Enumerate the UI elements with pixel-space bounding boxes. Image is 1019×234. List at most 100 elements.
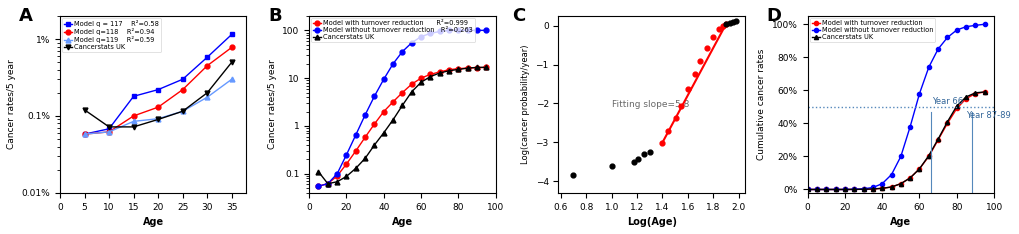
Model with turnover reduction (968, 92, 980, 95)
Model without turnover reduction   R²=0.263 (350, 133, 362, 136)
Cancerstats UK (312, 170, 324, 173)
Point (565, 173, 581, 177)
Cancerstats UK (922, 154, 934, 157)
Cancerstats UK (471, 66, 483, 69)
Model q=118    R²=0.94 (225, 46, 237, 49)
Model q = 117    R²=0.58 (152, 88, 164, 91)
Model with turnover reduction (847, 188, 859, 191)
Model with turnover reduction (819, 188, 832, 191)
Cancerstats UK (480, 66, 492, 69)
Model without turnover reduction (875, 182, 888, 185)
Legend: Model with turnover reduction, Model without turnover reduction, Cancerstats UK: Model with turnover reduction, Model wit… (809, 18, 934, 42)
Cancerstats UK (152, 118, 164, 121)
Model with turnover reduction      R²=0.999 (350, 150, 362, 152)
Point (635, 152, 651, 156)
Cancerstats UK (941, 120, 953, 123)
Line: Cancerstats UK: Cancerstats UK (805, 90, 985, 192)
Model with turnover reduction (912, 167, 924, 170)
Model with turnover reduction      R²=0.999 (406, 83, 418, 85)
Legend: Model q = 117    R²=0.58, Model q=118    R²=0.94, Model q=119    R²=0.59, Cancer: Model q = 117 R²=0.58, Model q=118 R²=0.… (62, 18, 161, 52)
Model q = 117    R²=0.58 (201, 56, 213, 59)
Model with turnover reduction (857, 188, 869, 191)
Y-axis label: Cumulative cancer rates: Cumulative cancer rates (757, 49, 765, 160)
Text: Fitting slope=5.8: Fitting slope=5.8 (611, 100, 689, 109)
Cancerstats UK (442, 69, 454, 72)
Model without turnover reduction (959, 25, 971, 28)
Model without turnover reduction (828, 188, 841, 191)
Model with turnover reduction (838, 188, 850, 191)
Model with turnover reduction (828, 188, 841, 191)
Cancerstats UK (903, 176, 915, 179)
Model q=119    R²=0.59 (127, 120, 140, 123)
Model without turnover reduction (950, 29, 962, 31)
Model with turnover reduction      R²=0.999 (415, 77, 427, 80)
Model q=118    R²=0.94 (176, 88, 189, 91)
Model q = 117    R²=0.58 (127, 95, 140, 98)
Text: A: A (19, 7, 33, 25)
Model without turnover reduction (801, 188, 813, 191)
Point (692, 59, 708, 62)
Line: Model q=118    R²=0.94: Model q=118 R²=0.94 (82, 45, 234, 137)
Cancerstats UK (331, 180, 343, 183)
Model without turnover reduction (922, 66, 934, 69)
Model with turnover reduction (950, 107, 962, 110)
Model without turnover reduction   R²=0.263 (406, 41, 418, 44)
X-axis label: Age: Age (890, 217, 911, 227)
Cancerstats UK (912, 167, 924, 170)
Cancerstats UK (838, 188, 850, 191)
Model with turnover reduction      R²=0.999 (331, 175, 343, 177)
X-axis label: Log(Age): Log(Age) (626, 217, 676, 227)
Model with turnover reduction      R²=0.999 (442, 68, 454, 71)
Cancerstats UK (875, 187, 888, 190)
Model without turnover reduction   R²=0.263 (340, 153, 353, 156)
Model with turnover reduction (801, 188, 813, 191)
Point (710, 27, 727, 31)
Model q = 117    R²=0.58 (176, 78, 189, 81)
Cancerstats UK (819, 188, 832, 191)
Cancerstats UK (103, 125, 115, 128)
X-axis label: Age: Age (391, 217, 413, 227)
Cancerstats UK (415, 81, 427, 84)
Model without turnover reduction (857, 187, 869, 190)
Model q=119    R²=0.59 (201, 96, 213, 99)
Model without turnover reduction   R²=0.263 (480, 29, 492, 32)
Model q = 117    R²=0.58 (78, 133, 91, 135)
Model q=118    R²=0.94 (201, 64, 213, 67)
Model q=118    R²=0.94 (127, 114, 140, 117)
Y-axis label: Cancer rates/5 year: Cancer rates/5 year (7, 59, 16, 149)
Model with turnover reduction      R²=0.999 (321, 182, 333, 185)
Model without turnover reduction (847, 188, 859, 191)
Model without turnover reduction   R²=0.263 (415, 35, 427, 38)
Model with turnover reduction (894, 182, 906, 185)
Model q = 117    R²=0.58 (225, 33, 237, 36)
Cancerstats UK (225, 61, 237, 64)
Line: Model without turnover reduction   R²=0.263: Model without turnover reduction R²=0.26… (316, 28, 488, 189)
X-axis label: Age: Age (143, 217, 164, 227)
Model with turnover reduction      R²=0.999 (340, 163, 353, 165)
Point (727, 19, 743, 23)
Text: Year 66: Year 66 (930, 97, 962, 106)
Model with turnover reduction      R²=0.999 (377, 110, 389, 113)
Model q = 117    R²=0.58 (103, 127, 115, 130)
Point (717, 22, 734, 26)
Legend: Model with turnover reduction      R²=0.999, Model without turnover reduction   : Model with turnover reduction R²=0.999, … (311, 18, 475, 42)
Point (603, 165, 620, 168)
Model with turnover reduction      R²=0.999 (462, 67, 474, 69)
Model with turnover reduction (941, 122, 953, 125)
Cancerstats UK (433, 72, 445, 74)
Model q=119    R²=0.59 (225, 78, 237, 81)
Model without turnover reduction (912, 92, 924, 95)
Y-axis label: Cancer rates/5 year: Cancer rates/5 year (267, 59, 276, 149)
Model with turnover reduction      R²=0.999 (359, 136, 371, 139)
Model with turnover reduction      R²=0.999 (312, 185, 324, 188)
Line: Model q=119    R²=0.59: Model q=119 R²=0.59 (82, 77, 234, 137)
Cancerstats UK (201, 91, 213, 94)
Model without turnover reduction (884, 173, 897, 176)
Model without turnover reduction   R²=0.263 (386, 62, 398, 65)
Cancerstats UK (424, 75, 436, 78)
Model with turnover reduction      R²=0.999 (396, 91, 409, 94)
Model with turnover reduction (875, 187, 888, 190)
Line: Model q = 117    R²=0.58: Model q = 117 R²=0.58 (82, 32, 234, 137)
Line: Model with turnover reduction: Model with turnover reduction (805, 90, 985, 192)
Point (720, 21, 737, 25)
